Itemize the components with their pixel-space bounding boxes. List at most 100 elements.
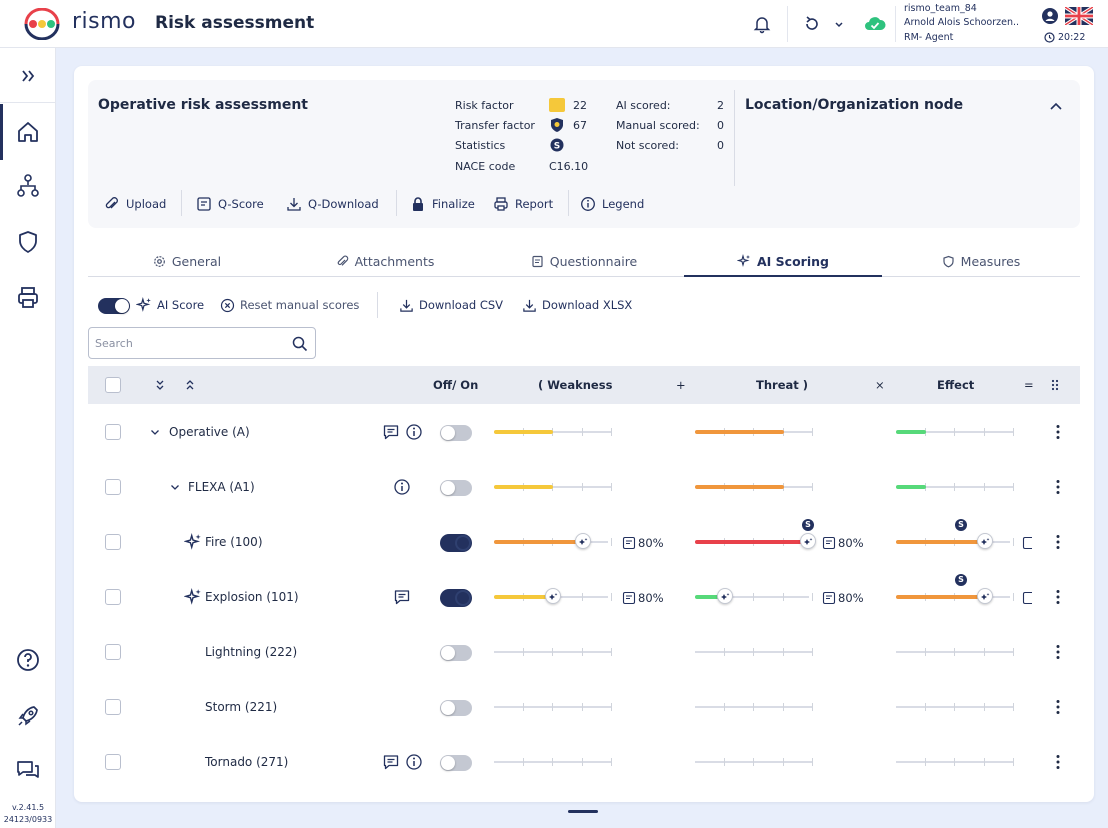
effect-slider[interactable]: S: [896, 574, 1014, 604]
comment-icon[interactable]: [393, 588, 411, 606]
tab-measures[interactable]: Measures: [882, 246, 1080, 276]
row-checkbox[interactable]: [105, 644, 121, 660]
row-checkbox[interactable]: [105, 479, 121, 495]
table-row[interactable]: Lightning (222): [88, 625, 1080, 680]
row-menu-icon[interactable]: [1050, 643, 1066, 661]
row-menu-icon[interactable]: [1050, 478, 1066, 496]
sync-icon[interactable]: [802, 14, 822, 34]
tab-general[interactable]: General: [88, 246, 286, 276]
threat-slider[interactable]: [695, 758, 813, 766]
info-icon[interactable]: [405, 423, 423, 441]
effect-slider-thumb[interactable]: [977, 533, 993, 549]
home-icon[interactable]: [14, 118, 42, 146]
effect-slider-thumb[interactable]: [977, 588, 993, 604]
threat-slider[interactable]: S: [695, 519, 816, 549]
chevron-up-icon[interactable]: [1046, 96, 1066, 116]
row-menu-icon[interactable]: [1050, 753, 1066, 771]
ai-score-button[interactable]: AI Score: [136, 296, 204, 314]
select-all-checkbox[interactable]: [105, 377, 121, 393]
effect-slider[interactable]: S: [896, 519, 1014, 549]
search-input[interactable]: [95, 334, 285, 352]
finalize-button[interactable]: Finalize: [410, 194, 475, 214]
chevron-down-icon[interactable]: [831, 14, 847, 34]
q-score-button[interactable]: Q-Score: [196, 194, 264, 214]
tab-attachments[interactable]: Attachments: [286, 246, 484, 276]
row-enabled-toggle[interactable]: [440, 755, 472, 771]
threat-slider[interactable]: [695, 703, 813, 711]
drag-handle-icon[interactable]: [1049, 378, 1061, 392]
bottom-drawer-handle[interactable]: [568, 810, 598, 813]
weakness-slider[interactable]: [494, 588, 612, 604]
row-checkbox[interactable]: [105, 589, 121, 605]
threat-slider[interactable]: [695, 588, 813, 604]
table-row[interactable]: Fire (100) 80% S 80% S: [88, 515, 1080, 570]
ai-score-toggle[interactable]: [98, 298, 130, 314]
chevron-down-icon[interactable]: [148, 423, 162, 441]
threat-slider[interactable]: [695, 483, 813, 491]
reset-manual-scores-button[interactable]: Reset manual scores: [220, 296, 359, 314]
effect-slider[interactable]: [896, 428, 1014, 436]
download-csv-button[interactable]: Download CSV: [399, 296, 503, 314]
table-row[interactable]: Operative (A): [88, 405, 1080, 460]
threat-slider-thumb[interactable]: [800, 533, 816, 549]
search-icon[interactable]: [291, 335, 309, 353]
comment-icon[interactable]: [382, 753, 400, 771]
uk-flag-icon[interactable]: [1065, 7, 1093, 25]
weakness-slider-thumb[interactable]: [575, 533, 591, 549]
tab-questionnaire[interactable]: Questionnaire: [484, 246, 684, 276]
q-download-button[interactable]: Q-Download: [286, 194, 379, 214]
effect-slider[interactable]: [896, 483, 1014, 491]
row-checkbox[interactable]: [105, 424, 121, 440]
table-row[interactable]: Storm (221): [88, 680, 1080, 735]
row-enabled-toggle[interactable]: [440, 480, 472, 496]
row-checkbox[interactable]: [105, 699, 121, 715]
info-icon[interactable]: [405, 753, 423, 771]
weakness-slider[interactable]: [494, 483, 612, 491]
org-structure-icon[interactable]: [14, 172, 42, 200]
row-checkbox[interactable]: [105, 534, 121, 550]
weakness-slider[interactable]: [494, 648, 612, 656]
expand-all-icon[interactable]: [154, 378, 166, 392]
weakness-slider[interactable]: [494, 758, 612, 766]
effect-slider[interactable]: [896, 703, 1014, 711]
weakness-slider-thumb[interactable]: [545, 588, 561, 604]
threat-slider-thumb[interactable]: [717, 588, 733, 604]
comment-icon[interactable]: [382, 423, 400, 441]
threat-slider[interactable]: [695, 648, 813, 656]
weakness-slider[interactable]: [494, 703, 612, 711]
printer-icon[interactable]: [14, 284, 42, 312]
weakness-slider[interactable]: [494, 533, 612, 549]
report-button[interactable]: Report: [493, 194, 553, 214]
row-enabled-toggle[interactable]: [440, 425, 472, 441]
tab-ai-scoring[interactable]: AI Scoring: [684, 246, 882, 276]
download-xlsx-button[interactable]: Download XLSX: [522, 296, 632, 314]
weakness-slider[interactable]: [494, 428, 612, 436]
expand-sidebar-icon[interactable]: [14, 62, 42, 90]
bell-icon[interactable]: [752, 14, 772, 34]
row-menu-icon[interactable]: [1050, 698, 1066, 716]
effect-slider[interactable]: [896, 648, 1014, 656]
legend-button[interactable]: Legend: [580, 194, 644, 214]
row-enabled-toggle[interactable]: [440, 645, 472, 661]
upload-button[interactable]: Upload: [104, 194, 166, 214]
table-row[interactable]: Explosion (101) 80% 80% S: [88, 570, 1080, 625]
row-menu-icon[interactable]: [1050, 588, 1066, 606]
user-account-icon[interactable]: [1041, 7, 1059, 25]
row-enabled-toggle[interactable]: [440, 589, 472, 607]
row-enabled-toggle[interactable]: [440, 700, 472, 716]
help-icon[interactable]: [14, 646, 42, 674]
chevron-down-icon[interactable]: [168, 478, 182, 496]
row-checkbox[interactable]: [105, 754, 121, 770]
row-menu-icon[interactable]: [1050, 533, 1066, 551]
info-icon[interactable]: [393, 478, 411, 496]
collapse-all-icon[interactable]: [184, 378, 196, 392]
table-row[interactable]: Tornado (271): [88, 735, 1080, 790]
rocket-icon[interactable]: [14, 702, 42, 730]
row-menu-icon[interactable]: [1050, 423, 1066, 441]
row-enabled-toggle[interactable]: [440, 534, 472, 552]
table-row[interactable]: FLEXA (A1): [88, 460, 1080, 515]
threat-slider[interactable]: [695, 428, 813, 436]
chat-icon[interactable]: [14, 756, 42, 784]
effect-slider[interactable]: [896, 758, 1014, 766]
shield-icon[interactable]: [14, 228, 42, 256]
